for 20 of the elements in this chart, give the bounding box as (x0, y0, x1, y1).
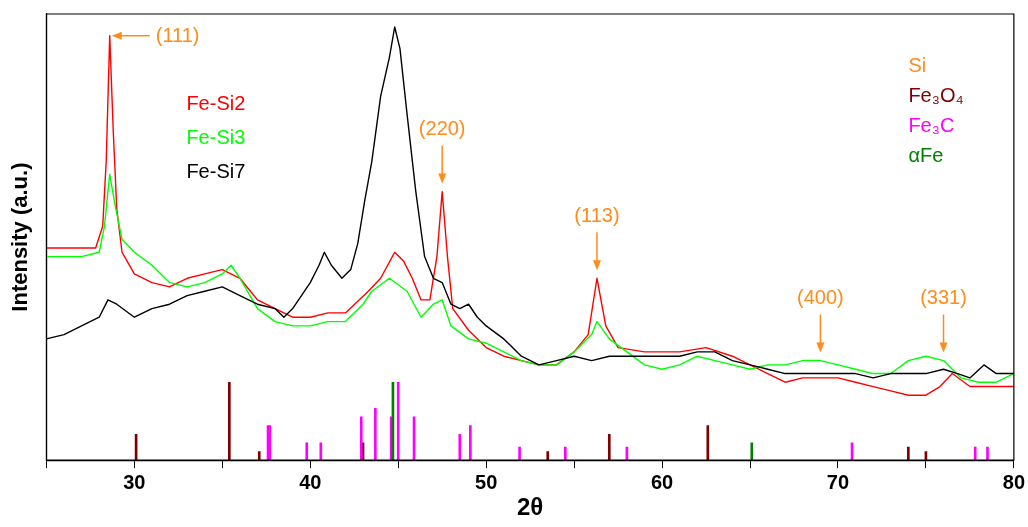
text: Fe-Si3 (186, 125, 246, 148)
annotation: Si (908, 53, 927, 76)
annotation: (113) (574, 203, 620, 226)
annotation: (111) (155, 24, 200, 47)
x-tick-label: 30 (123, 470, 146, 493)
annotation: (400) (797, 286, 844, 309)
text: Fe₃C (908, 113, 955, 136)
annotation: (220) (418, 117, 466, 140)
x-tick-label: 70 (826, 470, 850, 493)
x-axis-title: 2θ (516, 493, 544, 521)
text: Fe-Si7 (186, 159, 246, 182)
annotation: (331) (920, 286, 967, 309)
text: Fe-Si2 (186, 91, 246, 114)
x-tick-label: 60 (650, 470, 674, 493)
x-tick-label: 80 (1002, 470, 1025, 493)
text: αFe (908, 143, 944, 166)
x-tick-label: 50 (475, 470, 498, 493)
y-axis-title: Intensity (a.u.) (7, 162, 33, 312)
x-tick-label: 40 (299, 470, 322, 493)
text: Fe₃O₄ (908, 83, 964, 106)
